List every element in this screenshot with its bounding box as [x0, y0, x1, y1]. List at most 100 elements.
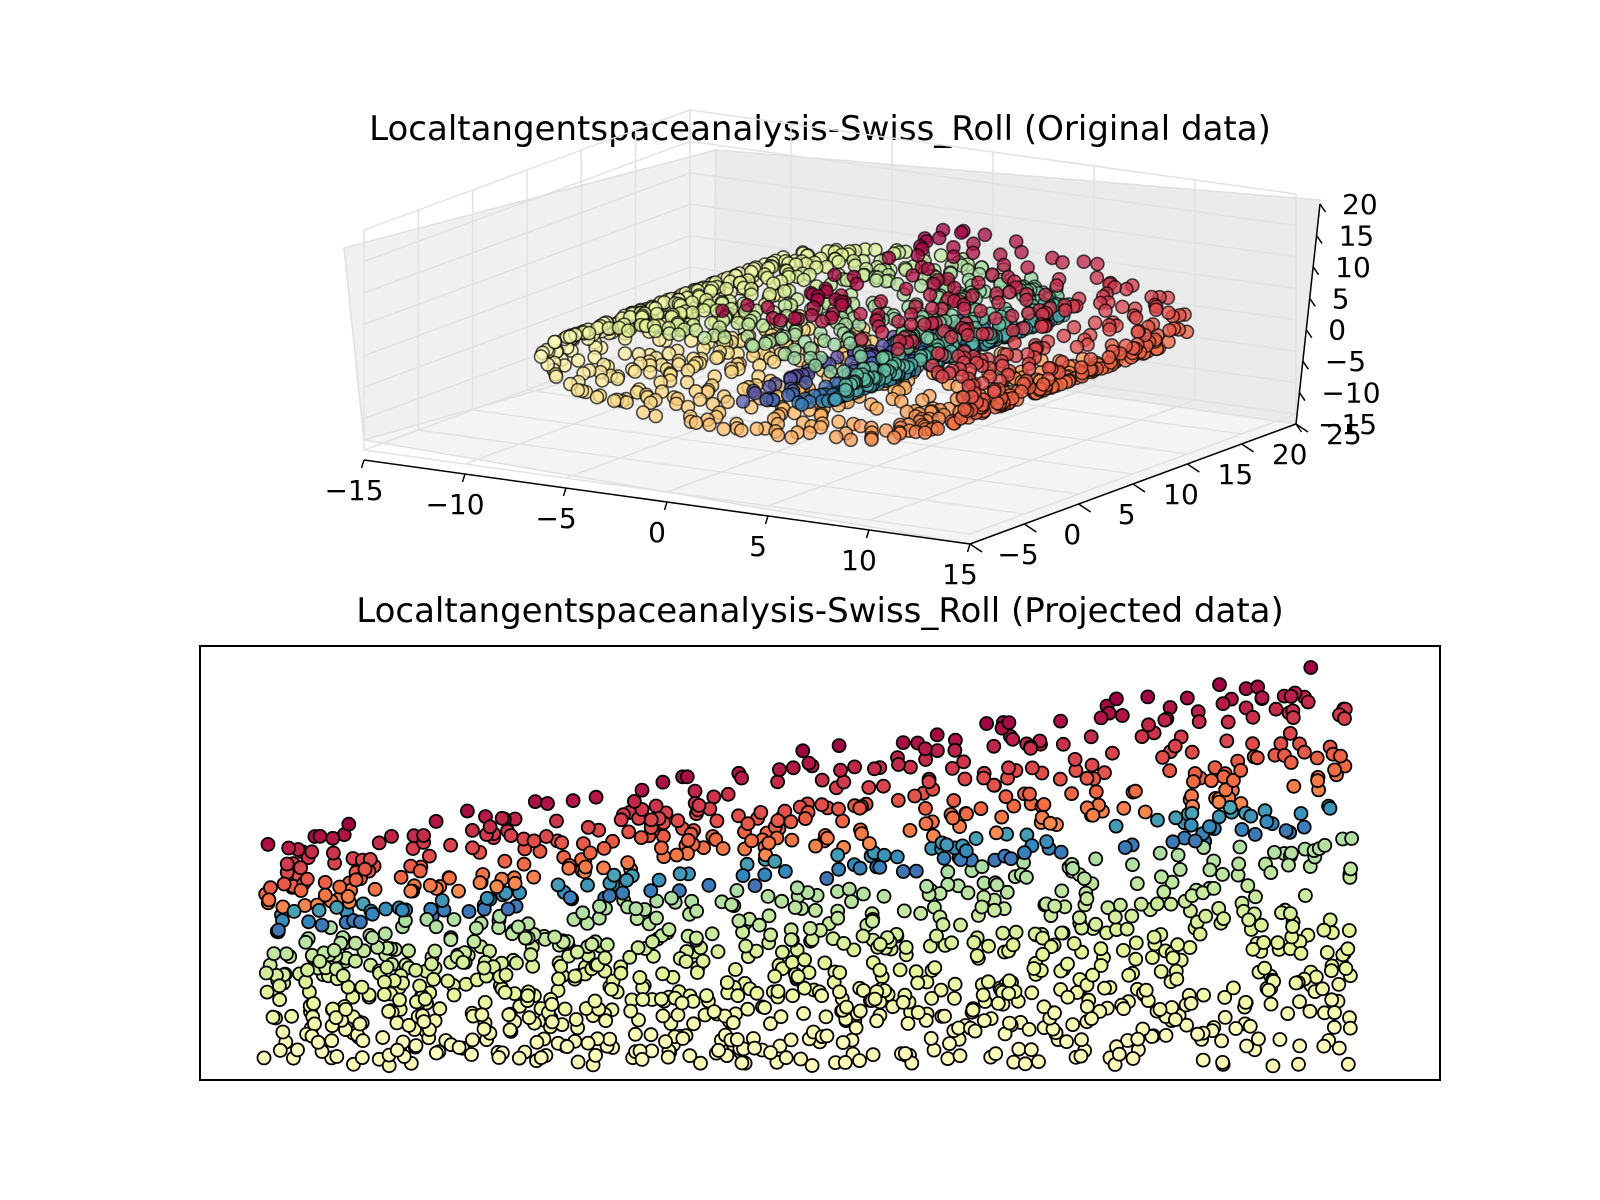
data-point-2d [1154, 869, 1169, 885]
data-point-3d [874, 324, 890, 340]
data-point-2d [695, 953, 711, 969]
data-point-2d [1079, 999, 1095, 1014]
data-point-2d [1322, 800, 1338, 816]
data-point-2d [1066, 936, 1082, 951]
data-point-2d [1256, 935, 1271, 950]
data-point-2d [1079, 891, 1095, 907]
data-point-2d [896, 903, 912, 919]
data-point-3d [890, 341, 906, 357]
data-point-2d [606, 867, 622, 883]
data-point-2d [854, 826, 869, 841]
data-point-2d [645, 934, 660, 950]
x-tick-label: −10 [425, 488, 484, 521]
data-point-2d [588, 1048, 603, 1063]
data-point-2d [690, 965, 705, 980]
data-point-2d [507, 875, 523, 891]
data-point-2d [1280, 1006, 1296, 1021]
data-point-2d [711, 1043, 726, 1058]
data-point-2d [329, 900, 345, 915]
data-point-3d [547, 334, 562, 350]
data-point-2d [434, 893, 450, 908]
data-point-2d [969, 948, 985, 964]
data-point-2d [1233, 763, 1249, 778]
data-point-2d [633, 830, 649, 845]
data-point-2d [1001, 986, 1017, 1001]
data-point-3d [610, 371, 625, 387]
data-point-2d [778, 864, 793, 879]
data-point-2d [377, 926, 393, 942]
data-point-2d [775, 944, 790, 960]
grid-line [363, 235, 691, 357]
data-point-2d [1327, 762, 1342, 778]
data-point-2d [426, 972, 441, 987]
data-point-2d [890, 793, 906, 808]
data-point-2d [394, 902, 410, 918]
data-point-3d [849, 276, 865, 292]
data-point-3d [935, 369, 950, 384]
data-point-2d [446, 912, 462, 927]
data-point-2d [474, 1007, 490, 1023]
data-point-3d [1089, 270, 1105, 286]
data-point-2d [378, 901, 394, 917]
data-point-2d [832, 965, 848, 980]
data-point-2d [959, 806, 974, 822]
data-point-3d [807, 358, 823, 373]
points-3d [533, 222, 1195, 448]
data-point-2d [974, 859, 990, 875]
data-point-2d [1085, 967, 1100, 983]
data-point-2d [472, 875, 488, 891]
data-point-2d [553, 959, 569, 974]
data-point-2d [980, 974, 996, 990]
data-point-2d [937, 1008, 952, 1024]
data-point-2d [578, 859, 593, 875]
data-point-2d [335, 968, 351, 984]
data-point-2d [272, 1043, 288, 1058]
data-point-3d [956, 301, 972, 317]
data-point-2d [831, 738, 847, 753]
data-point-2d [559, 1039, 575, 1054]
data-point-2d [1285, 710, 1301, 725]
data-point-2d [1093, 710, 1109, 726]
y-tick-label-mark [1295, 423, 1309, 433]
data-point-2d [461, 904, 477, 919]
data-point-2d [790, 969, 806, 984]
data-point-2d [428, 814, 444, 829]
data-point-2d [628, 1026, 643, 1042]
data-point-2d [1342, 1020, 1358, 1036]
data-point-2d [1324, 963, 1339, 979]
data-point-2d [818, 1009, 834, 1025]
points-2d [256, 660, 1359, 1074]
data-point-3d [1005, 323, 1021, 338]
data-point-2d [412, 978, 428, 994]
data-point-2d [778, 1050, 794, 1066]
data-point-2d [375, 1030, 391, 1045]
data-point-2d [1234, 822, 1250, 837]
z-tick-label: 15 [1339, 219, 1375, 252]
z-tick-label: 20 [1342, 188, 1378, 221]
data-point-2d [933, 982, 949, 998]
data-point-2d [518, 930, 533, 946]
data-point-2d [1053, 713, 1068, 729]
grid-line [363, 203, 691, 325]
data-point-2d [544, 997, 560, 1012]
data-point-2d [584, 937, 600, 952]
data-point-3d [620, 323, 636, 339]
data-point-2d [1026, 961, 1042, 976]
data-point-2d [872, 859, 888, 875]
data-point-2d [654, 991, 669, 1007]
data-point-2d [804, 1058, 820, 1073]
data-point-2d [1128, 935, 1144, 951]
data-point-2d [306, 996, 321, 1011]
data-point-3d [930, 345, 946, 361]
data-point-2d [908, 863, 924, 879]
data-point-2d [789, 880, 805, 896]
data-point-2d [689, 903, 704, 919]
data-point-2d [1112, 897, 1128, 913]
data-point-2d [443, 932, 459, 948]
data-point-2d [1170, 847, 1186, 863]
data-point-2d [311, 903, 327, 918]
data-point-2d [1155, 750, 1170, 765]
data-point-2d [852, 1053, 867, 1068]
data-point-2d [892, 962, 908, 978]
grid-line [689, 109, 1297, 195]
